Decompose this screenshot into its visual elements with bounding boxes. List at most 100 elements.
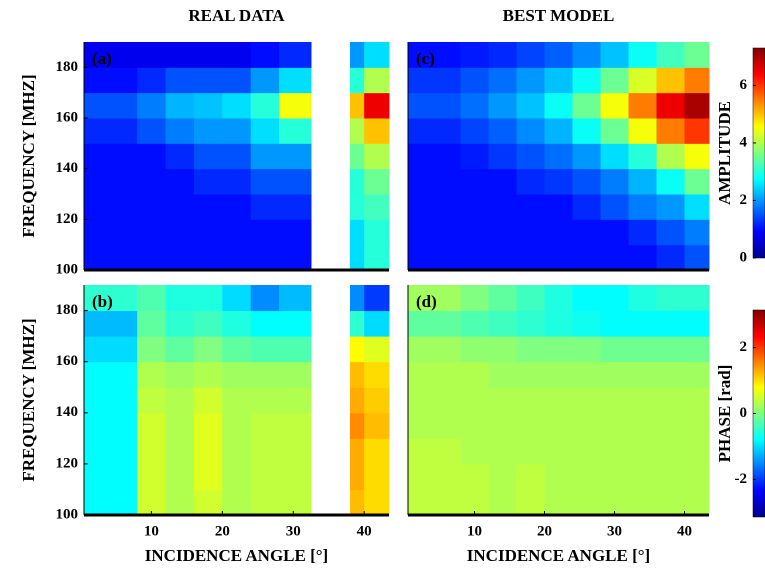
heatmap-cell (137, 438, 167, 465)
heatmap-cell (279, 361, 312, 388)
heatmap-cell (279, 336, 312, 363)
heatmap-cell (364, 143, 390, 170)
heatmap-cell (279, 92, 312, 119)
heatmap-cell (572, 92, 601, 119)
heatmap-cell (165, 92, 195, 119)
y-tick-label: 160 (56, 353, 79, 369)
heatmap-cell (460, 361, 489, 388)
heatmap-cell (222, 412, 252, 439)
heatmap-cell (84, 118, 138, 144)
heatmap-cell (364, 194, 390, 220)
heatmap-cell (628, 143, 657, 170)
heatmap-cell (84, 67, 138, 94)
heatmap-cell (572, 387, 601, 414)
heatmap-cell (408, 143, 461, 170)
heatmap-cell (165, 412, 195, 439)
heatmap-cell (684, 412, 710, 439)
x-tick-label: 10 (467, 523, 482, 539)
heatmap-cell (165, 118, 195, 144)
y-axis-label: FREQUENCY [MHZ] (19, 318, 38, 481)
heatmap-cell (84, 310, 138, 337)
heatmap-cell (516, 67, 545, 94)
heatmap-cell (193, 361, 223, 388)
heatmap-cell (165, 194, 195, 220)
heatmap-cell (250, 219, 280, 246)
heatmap-cell (137, 361, 167, 388)
heatmap-cell (165, 285, 195, 312)
heatmap-cell (193, 463, 223, 490)
colorbar-tick-label: 0 (740, 249, 748, 265)
heatmap-cell (544, 336, 573, 363)
heatmap-cell (250, 118, 280, 144)
heatmap-cell (349, 463, 365, 490)
heatmap-cell (349, 438, 365, 465)
heatmap-cell (165, 67, 195, 94)
x-tick-label: 10 (144, 523, 159, 539)
heatmap-cell (84, 285, 138, 312)
heatmap-cell (408, 194, 461, 220)
heatmap-cell (656, 285, 685, 312)
heatmap-cell (349, 489, 365, 516)
heatmap-cell (349, 285, 365, 312)
heatmap-cell (628, 361, 657, 388)
heatmap-cell (572, 412, 601, 439)
heatmap-cell (572, 285, 601, 312)
heatmap-cell (460, 387, 489, 414)
heatmap-cell (656, 336, 685, 363)
heatmap-cell (572, 361, 601, 388)
heatmap-cell (544, 438, 573, 465)
heatmap-cell (349, 42, 365, 68)
heatmap-cell (408, 336, 461, 363)
heatmap-cell (544, 92, 573, 119)
heatmap-cell (516, 336, 545, 363)
heatmap-cell (600, 336, 629, 363)
heatmap-cell (137, 92, 167, 119)
heatmap-cell (544, 387, 573, 414)
heatmap-cell (408, 438, 461, 465)
heatmap-cell (222, 310, 252, 337)
heatmap-cell (488, 168, 517, 195)
heatmap-cell (84, 336, 138, 363)
heatmap-cell (544, 42, 573, 68)
heatmap-cell (193, 67, 223, 94)
heatmap-cell (516, 285, 545, 312)
heatmap-cell (364, 412, 390, 439)
heatmap-cell (600, 361, 629, 388)
heatmap-cell (349, 219, 365, 246)
heatmap-cell (137, 194, 167, 220)
heatmap-cell (222, 118, 252, 144)
heatmap-cell (364, 118, 390, 144)
heatmap-cell (460, 412, 489, 439)
heatmap-cell (364, 219, 390, 246)
heatmap-cell (84, 42, 138, 68)
heatmap-cell (165, 438, 195, 465)
heatmap-cell (684, 168, 710, 195)
colorbar-tick-label: 6 (740, 77, 748, 93)
heatmap-cell (349, 387, 365, 414)
heatmap-cell (488, 361, 517, 388)
heatmap-cell (408, 361, 461, 388)
heatmap-cell (628, 285, 657, 312)
heatmap-cell (137, 219, 167, 246)
heatmap-cell (600, 463, 629, 490)
heatmap-cell (600, 67, 629, 94)
heatmap-cell (572, 168, 601, 195)
heatmap-cell (349, 143, 365, 170)
panel-title: REAL DATA (188, 6, 285, 25)
heatmap-cell (684, 310, 710, 337)
heatmap-cell (364, 168, 390, 195)
panel-label: (a) (92, 49, 112, 68)
y-tick-label: 120 (56, 455, 79, 471)
heatmap-cell (628, 244, 657, 271)
heatmap-cell (137, 118, 167, 144)
heatmap-cell (279, 168, 312, 195)
heatmap-cell (684, 489, 710, 516)
colorbar (752, 47, 765, 259)
heatmap-cell (460, 310, 489, 337)
heatmap-cell (165, 336, 195, 363)
heatmap-cell (684, 463, 710, 490)
heatmap-cell (460, 143, 489, 170)
heatmap-cell (349, 118, 365, 144)
heatmap-cell (544, 194, 573, 220)
heatmap-cell (684, 143, 710, 170)
